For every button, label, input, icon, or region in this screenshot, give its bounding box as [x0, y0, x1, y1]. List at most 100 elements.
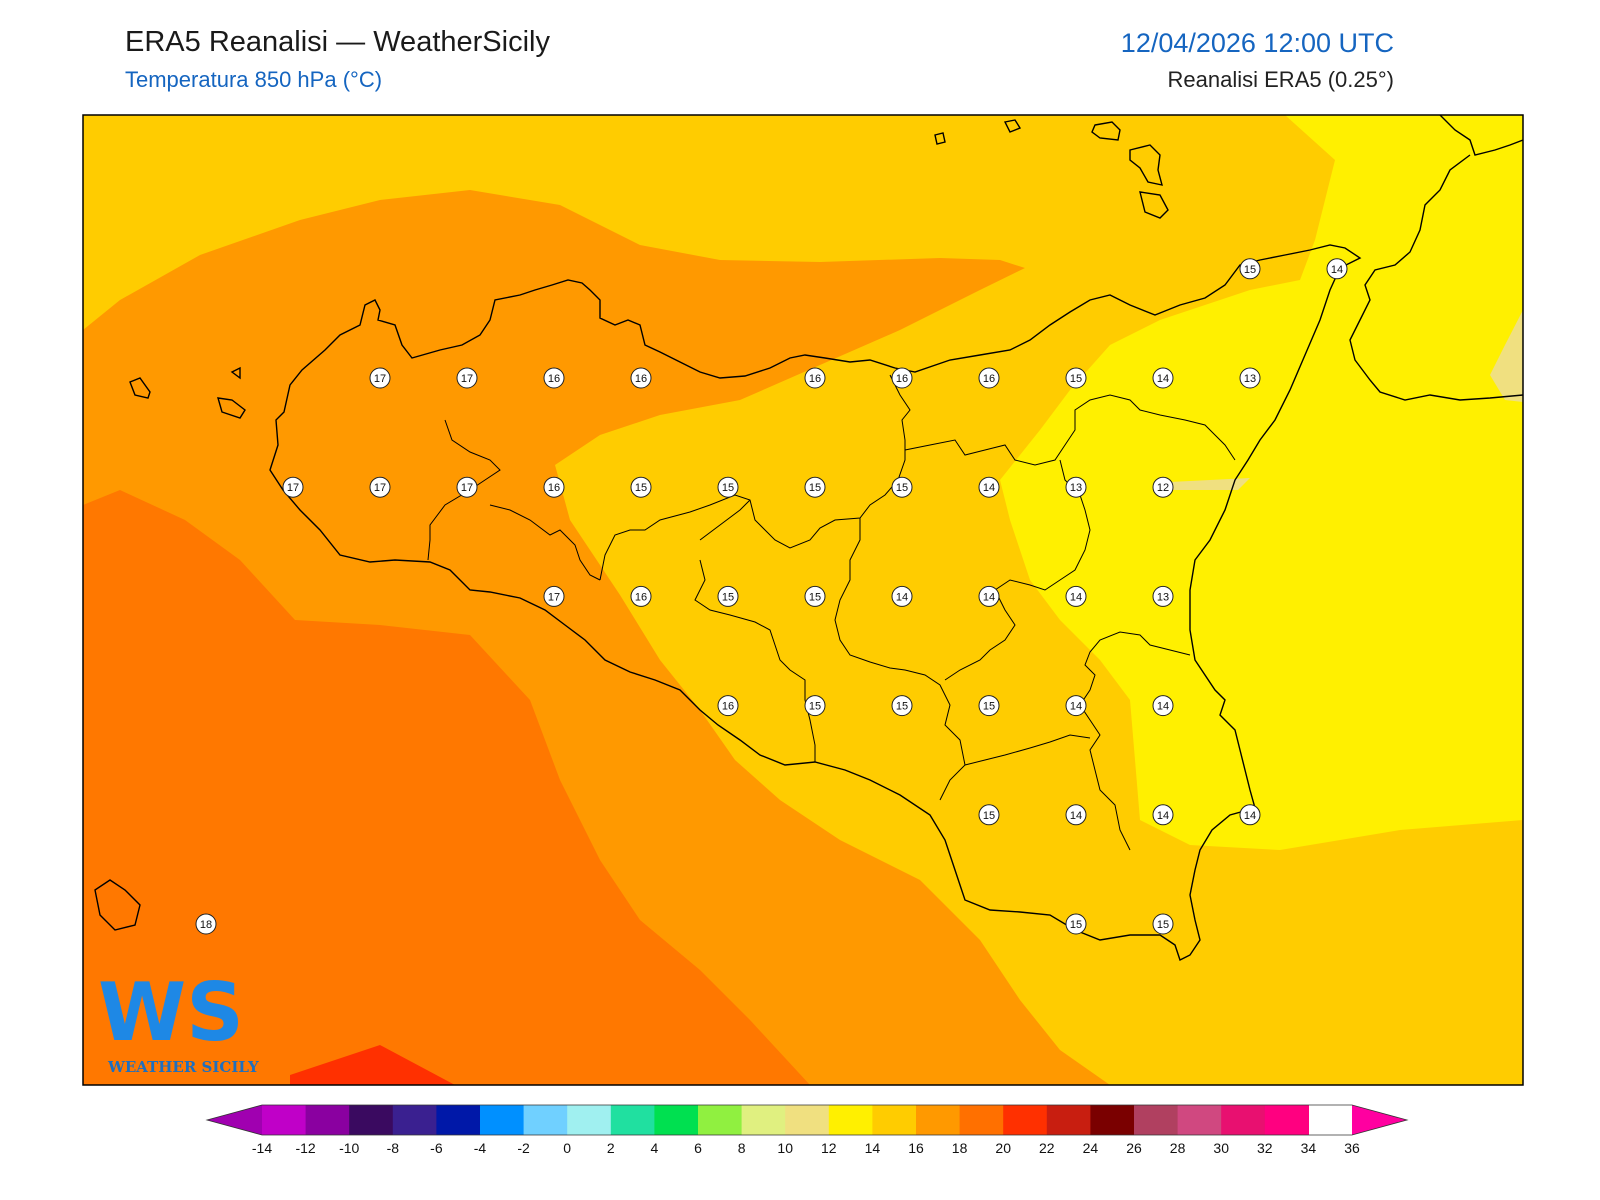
station-value: 17	[456, 367, 478, 389]
colorbar-tick-label: -10	[339, 1140, 359, 1156]
colorbar-segment	[523, 1105, 568, 1135]
colorbar-tick-label: -2	[517, 1140, 530, 1156]
station-value: 15	[804, 585, 826, 607]
station-value-label: 16	[983, 373, 995, 385]
station-value: 13	[1239, 367, 1261, 389]
colorbar-tick-label: 8	[738, 1140, 746, 1156]
station-value-label: 15	[809, 482, 821, 494]
station-marker	[456, 476, 478, 498]
colorbar-segment	[741, 1105, 786, 1135]
station-marker	[978, 585, 1000, 607]
colorbar-segment	[567, 1105, 612, 1135]
egadi-island	[129, 377, 151, 399]
station-marker	[543, 367, 565, 389]
field-band-18-20	[83, 490, 810, 1085]
station-value: 18	[195, 913, 217, 935]
station-marker	[978, 367, 1000, 389]
station-value: 14	[1326, 258, 1348, 280]
station-value-label: 16	[635, 373, 647, 385]
colorbar-under-arrow	[207, 1105, 262, 1135]
station-value-label: 15	[1157, 919, 1169, 931]
colorbar-tick-label: -6	[430, 1140, 443, 1156]
colorbar-tick-label: 34	[1301, 1140, 1317, 1156]
station-value-label: 14	[1331, 264, 1343, 276]
station-marker	[717, 476, 739, 498]
colorbar-segment	[480, 1105, 525, 1135]
colorbar-segment	[828, 1105, 873, 1135]
station-value-label: 16	[896, 373, 908, 385]
colorbar-segment	[785, 1105, 830, 1135]
station-value: 14	[1065, 585, 1087, 607]
colorbar-tick-label: 10	[777, 1140, 793, 1156]
field-band-12-14	[1000, 115, 1523, 850]
colorbar-segment	[1046, 1105, 1091, 1135]
station-value: 14	[978, 476, 1000, 498]
colorbar-segment	[262, 1105, 307, 1135]
colorbar-tick-label: 14	[865, 1140, 881, 1156]
salina-island	[1091, 121, 1121, 141]
colorbar-tick-label: 24	[1083, 1140, 1099, 1156]
colorbar-tick-label: 2	[607, 1140, 615, 1156]
station-marker	[1152, 913, 1174, 935]
colorbar-tick-label: 22	[1039, 1140, 1055, 1156]
colorbar-tick-label: 32	[1257, 1140, 1273, 1156]
colorbar-segment	[1264, 1105, 1309, 1135]
station-marker	[1239, 367, 1261, 389]
station-value: 15	[804, 476, 826, 498]
station-value-label: 13	[1070, 482, 1082, 494]
station-marker	[630, 585, 652, 607]
station-value-label: 17	[548, 591, 560, 603]
station-value: 14	[1152, 367, 1174, 389]
map-title: ERA5 Reanalisi — WeatherSicily	[125, 26, 550, 58]
station-marker	[804, 585, 826, 607]
station-marker	[456, 367, 478, 389]
station-value-label: 16	[635, 591, 647, 603]
station-value: 14	[978, 585, 1000, 607]
colorbar-segment	[1177, 1105, 1222, 1135]
station-value-label: 15	[1070, 919, 1082, 931]
station-marker	[1065, 804, 1087, 826]
station-marker	[804, 695, 826, 717]
station-value-label: 15	[722, 482, 734, 494]
logo-text: WEATHER SICILY	[107, 1058, 259, 1076]
station-value: 15	[978, 695, 1000, 717]
station-value-label: 15	[983, 810, 995, 822]
station-value: 16	[891, 367, 913, 389]
lipari-island	[1129, 144, 1163, 186]
valid-datetime: 12/04/2026 12:00 UTC	[1120, 28, 1394, 58]
station-value-label: 16	[548, 482, 560, 494]
station-value: 16	[630, 585, 652, 607]
egadi-island	[217, 397, 246, 419]
station-marker	[804, 367, 826, 389]
field-band-10-12	[1170, 478, 1250, 490]
data-source: Reanalisi ERA5 (0.25°)	[1167, 67, 1394, 92]
station-marker	[717, 695, 739, 717]
colorbar-segment	[1221, 1105, 1266, 1135]
logo: WS WEATHER SICILY	[98, 966, 259, 1076]
colorbar-segment	[1090, 1105, 1135, 1135]
station-marker	[717, 585, 739, 607]
station-value: 12	[1152, 476, 1174, 498]
station-marker	[804, 476, 826, 498]
station-value: 13	[1152, 585, 1174, 607]
station-value: 14	[891, 585, 913, 607]
station-value-label: 17	[374, 482, 386, 494]
station-marker	[1152, 367, 1174, 389]
colorbar-tick-label: 26	[1126, 1140, 1142, 1156]
station-marker	[1065, 585, 1087, 607]
station-value: 17	[282, 476, 304, 498]
station-values: 17 17 16 16 16 16 16 15 14 13 15 14 17 17 17 16 15 15 15 15…	[195, 258, 1348, 935]
station-value-label: 15	[983, 701, 995, 713]
colorbar-segment	[916, 1105, 961, 1135]
coastlines	[94, 115, 1523, 961]
station-value: 15	[717, 476, 739, 498]
station-value-label: 14	[896, 591, 908, 603]
colorbar-tick-label: 0	[563, 1140, 571, 1156]
station-value: 15	[978, 804, 1000, 826]
station-value-label: 15	[635, 482, 647, 494]
colorbar-tick-label: 4	[651, 1140, 659, 1156]
station-value: 15	[1152, 913, 1174, 935]
station-marker	[369, 476, 391, 498]
station-value: 14	[1065, 804, 1087, 826]
calabria-coastline	[1439, 115, 1523, 156]
